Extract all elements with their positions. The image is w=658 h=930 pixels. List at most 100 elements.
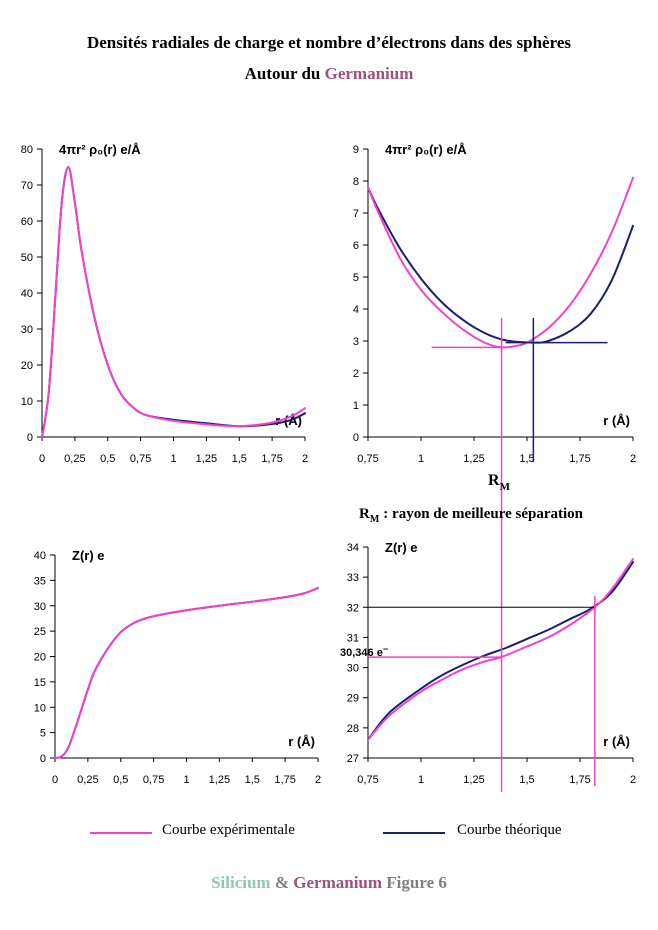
y-tick-label: 7 [353,208,359,220]
series-line-theoretical [367,561,634,741]
y-tick-label: 9 [353,144,359,156]
x-tick-label: 1,75 [274,774,295,786]
caption-ampersand: & [270,873,294,892]
figure-subtitle: Autour du Germanium [0,64,658,84]
x-axis-title: r (Å) [603,413,630,428]
series-line-experimental [41,166,306,438]
x-tick-label: 0 [39,453,45,465]
x-tick-label: 1,75 [569,453,590,465]
y-tick-label: 29 [347,693,359,705]
x-tick-label: 1,75 [569,774,590,786]
y-tick-label: 20 [34,652,46,664]
y-axis-title: 4πr² ρ₀(r) e/Å [59,142,141,157]
x-tick-label: 1,5 [232,453,247,465]
series-line-experimental [367,176,634,349]
x-tick-label: 1,25 [463,453,484,465]
rm-definition: RM: rayon de meilleure séparation [359,506,584,525]
chart-3: 0 5 10 15 20 25 30 35 40 0 0,25 0,5 0,75 1 1,25 1,5 1,75… [34,548,321,786]
x-tick-label: 0,5 [100,453,115,465]
y-tick-label: 30 [347,663,359,675]
figure-caption: Silicium & Germanium Figure 6 [0,873,658,893]
chart-4: 27 28 29 30 31 32 33 34 0,75 1 1,25 1,5 1,75 2 Z(r) e r… [347,540,636,786]
y-tick-label: 6 [353,240,359,252]
y-tick-label: 35 [34,575,46,587]
y-tick-label: 0 [40,753,46,765]
y-tick-label: 70 [21,180,33,192]
x-tick-label: 1,5 [519,453,534,465]
x-tick-label: 1 [170,453,176,465]
x-tick-label: 0,5 [113,774,128,786]
figure-title: Densités radiales de charge et nombre d’… [86,33,571,52]
chart-1: 0 10 20 30 40 50 60 70 80 0 0,25 0,5 0,75 1 1,25 1,5 1,7… [21,142,308,465]
x-axis-title: r (Å) [603,734,630,749]
x-tick-label: 1 [183,774,189,786]
chart-2: 0 1 2 3 4 5 6 7 8 9 0,75 1 1,25 1,5 1,75 2 4πr² ρ₀(r) e/… [353,142,636,465]
y-tick-label: 31 [347,632,359,644]
rm-label: RM [488,472,511,493]
x-tick-label: 1,25 [196,453,217,465]
y-tick-label: 4 [353,304,359,316]
x-tick-label: 2 [630,453,636,465]
z-value-sup: − [383,644,388,654]
y-tick-label: 50 [21,252,33,264]
x-tick-label: 0,75 [130,453,151,465]
x-tick-label: 0,25 [64,453,85,465]
subtitle-element: Germanium [324,64,414,83]
rm-definition-sub: M [370,514,380,525]
y-tick-label: 34 [347,542,359,554]
y-tick-label: 2 [353,368,359,380]
subtitle-prefix: Autour du [244,64,325,83]
y-tick-label: 20 [21,360,33,372]
y-axis-title: Z(r) e [72,548,105,563]
x-axis-title: r (Å) [288,734,315,749]
y-tick-label: 5 [40,728,46,740]
legend-swatch-theoretical [383,832,445,834]
x-tick-label: 2 [315,774,321,786]
legend-label-theoretical: Courbe théorique [457,822,562,838]
x-tick-label: 1,25 [463,774,484,786]
y-tick-label: 60 [21,216,33,228]
rm-label-sub: M [500,481,511,493]
y-tick-label: 28 [347,723,359,735]
legend-label-experimental: Courbe expérimentale [162,822,295,838]
caption-silicium: Silicium [211,873,271,892]
x-tick-label: 0,75 [357,774,378,786]
x-tick-label: 1,5 [519,774,534,786]
x-tick-label: 1,75 [261,453,282,465]
x-tick-label: 2 [302,453,308,465]
x-tick-label: 1 [418,774,424,786]
y-tick-label: 30 [34,601,46,613]
y-tick-label: 33 [347,572,359,584]
y-tick-label: 15 [34,677,46,689]
x-tick-label: 2 [630,774,636,786]
x-tick-label: 1,5 [245,774,260,786]
y-tick-label: 1 [353,400,359,412]
y-tick-label: 5 [353,272,359,284]
y-tick-label: 3 [353,336,359,348]
y-tick-label: 32 [347,602,359,614]
y-axis-title: 4πr² ρ₀(r) e/Å [385,142,467,157]
y-tick-label: 25 [34,626,46,638]
y-tick-label: 0 [27,432,33,444]
y-tick-label: 40 [34,550,46,562]
x-tick-label: 1,25 [209,774,230,786]
rm-definition-text: : rayon de meilleure séparation [383,506,583,522]
z-value-label: 30,346 e− [340,644,388,659]
y-tick-label: 40 [21,288,33,300]
series-line-theoretical [367,186,634,344]
series-line-experimental [54,587,319,759]
legend-swatch-experimental [90,832,152,834]
y-tick-label: 10 [21,396,33,408]
caption-figure: Figure 6 [382,873,447,892]
x-tick-label: 1 [418,453,424,465]
x-tick-label: 0,25 [77,774,98,786]
caption-germanium: Germanium [293,873,383,892]
y-tick-label: 0 [353,432,359,444]
y-tick-label: 30 [21,324,33,336]
x-tick-label: 0,75 [143,774,164,786]
x-tick-label: 0 [52,774,58,786]
series-line-theoretical [41,166,306,438]
y-tick-label: 8 [353,176,359,188]
y-tick-label: 80 [21,144,33,156]
